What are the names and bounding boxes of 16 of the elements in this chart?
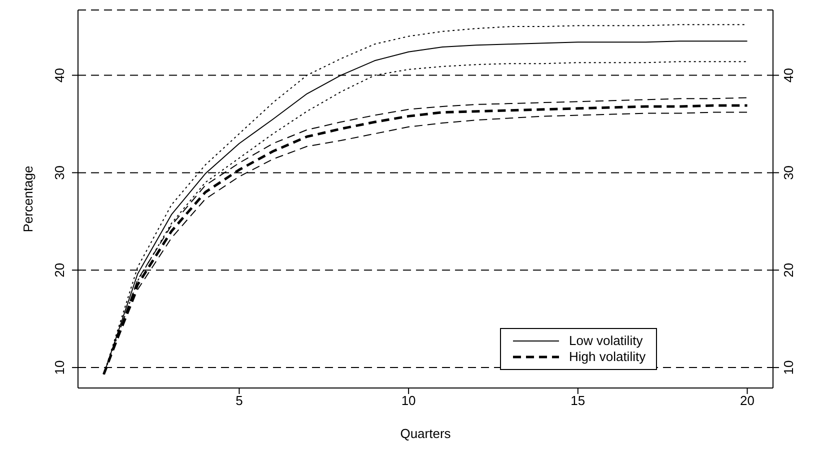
- legend-label: Low volatility: [569, 333, 643, 349]
- y2-tick-label: 20: [781, 262, 796, 278]
- y-tick-label: 10: [52, 360, 67, 375]
- y-axis-title: Percentage: [20, 166, 36, 232]
- x-tick-label: 20: [740, 393, 754, 408]
- y2-tick-label: 10: [781, 360, 796, 375]
- y2-tick-label: 40: [781, 68, 796, 83]
- x-axis-title: Quarters: [400, 426, 452, 441]
- x-tick-label: 10: [401, 393, 416, 408]
- y2-tick-label: 30: [781, 165, 796, 180]
- y-tick-label: 30: [52, 165, 67, 180]
- y-tick-label: 20: [52, 262, 67, 278]
- legend-label: High volatility: [569, 349, 646, 365]
- x-tick-label: 15: [570, 393, 586, 408]
- y-tick-label: 40: [52, 68, 67, 83]
- x-tick-label: 5: [236, 393, 243, 408]
